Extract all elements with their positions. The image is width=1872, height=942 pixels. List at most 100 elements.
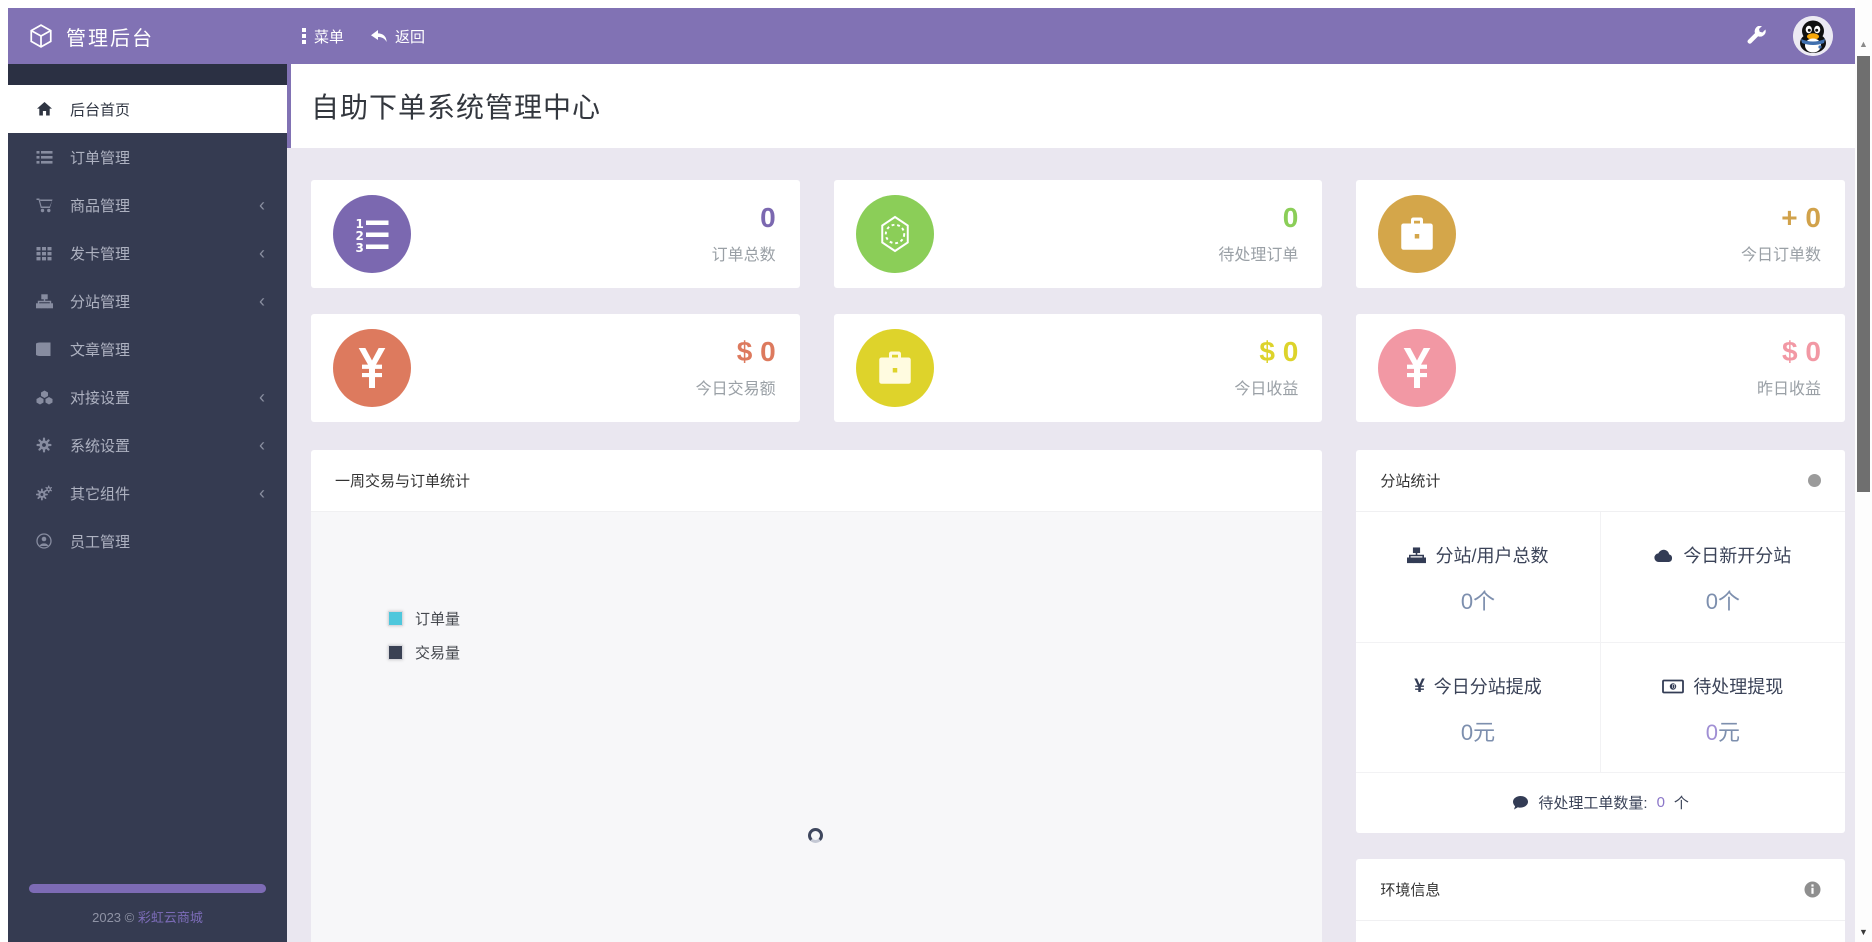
user-avatar[interactable] — [1793, 16, 1833, 56]
menu-button[interactable]: 菜单 — [301, 26, 344, 47]
sidebar-item-label: 订单管理 — [70, 149, 131, 167]
stat-value: 0 — [760, 201, 776, 233]
legend-item-orders[interactable]: 订单量 — [388, 608, 460, 629]
pending-tickets-unit: 个 — [1673, 795, 1689, 812]
sidebar-item-substations[interactable]: 分站管理 ‹ — [8, 277, 287, 325]
chevron-left-icon: ‹ — [259, 243, 265, 263]
sidebar-item-orders[interactable]: 订单管理 — [8, 133, 287, 181]
stat-card-today-volume: $ 0 今日交易额 — [311, 314, 800, 422]
gem-icon — [855, 195, 934, 273]
menu-button-label: 菜单 — [314, 28, 345, 46]
stat-label: 待处理订单 — [1218, 247, 1299, 265]
stat-value: $ 0 — [736, 335, 776, 367]
sidebar-item-label: 后台首页 — [70, 101, 131, 119]
copyright-year: 2023 © — [92, 910, 135, 925]
scroll-up-arrow[interactable]: ▲ — [1859, 39, 1868, 49]
sidebar-item-label: 文章管理 — [70, 341, 131, 359]
info-circle-icon — [1804, 881, 1821, 898]
sidebar-item-label: 对接设置 — [70, 389, 131, 407]
main-content: 自助下单系统管理中心 1 2 3 — [287, 64, 1855, 942]
yen-icon: ¥ — [1414, 675, 1425, 697]
branch-grid: 分站/用户总数 0个 — [1356, 512, 1845, 772]
yen-icon — [333, 329, 411, 407]
sidebar-item-products[interactable]: 商品管理 ‹ — [8, 181, 287, 229]
scrollbar-thumb[interactable] — [1857, 56, 1870, 492]
topbar: 管理后台 菜单 返回 — [8, 8, 1855, 64]
chevron-left-icon: ‹ — [259, 483, 265, 503]
pending-tickets-number[interactable]: 0 — [1656, 794, 1665, 811]
env-panel-header: 环境信息 — [1356, 859, 1845, 921]
back-arrow-icon — [370, 28, 388, 44]
sidebar-item-staff[interactable]: 员工管理 — [8, 517, 287, 565]
home-icon — [34, 101, 54, 117]
legend-swatch-orders — [388, 611, 403, 626]
branch-cell-number: 0 — [1460, 589, 1474, 614]
sidebar-item-label: 其它组件 — [70, 485, 131, 503]
branch-cell-pending-withdraw: 0 待处理提现 0元 — [1600, 642, 1845, 772]
branch-cell-number: 0 — [1705, 589, 1718, 614]
stat-card-total-orders: 1 2 3 0 订单总数 — [311, 180, 800, 288]
sidebar-item-label: 系统设置 — [70, 437, 131, 455]
sidebar-item-dashboard[interactable]: 后台首页 — [8, 85, 287, 133]
stat-label: 今日订单数 — [1740, 247, 1821, 265]
sidebar: 后台首页 订单管理 — [8, 64, 287, 942]
sidebar-item-cards[interactable]: 发卡管理 ‹ — [8, 229, 287, 277]
list-ol-icon: 1 2 3 — [333, 195, 411, 273]
page-title: 自助下单系统管理中心 — [311, 92, 602, 123]
legend-label: 订单量 — [415, 611, 461, 628]
right-column: 分站统计 — [1356, 450, 1845, 942]
sidebar-item-other-components[interactable]: 其它组件 ‹ — [8, 469, 287, 517]
grid-icon — [34, 246, 54, 261]
scrollbar[interactable]: ▲ ▼ — [1855, 0, 1872, 942]
branch-cell-new-today: 今日新开分站 0个 — [1601, 512, 1845, 642]
back-button[interactable]: 返回 — [370, 26, 425, 47]
legend-item-trades[interactable]: 交易量 — [388, 642, 460, 663]
sitemap-icon — [1407, 546, 1427, 564]
sidebar-item-label: 员工管理 — [70, 533, 131, 551]
cube-logo-icon — [28, 23, 66, 49]
status-dot-icon — [1807, 474, 1821, 487]
branch-cell-unit: 元 — [1717, 720, 1740, 745]
stat-value: + 0 — [1781, 201, 1821, 233]
sidebar-item-articles[interactable]: 文章管理 — [8, 325, 287, 373]
branch-cell-label: 待处理提现 — [1693, 677, 1784, 697]
svg-text:0: 0 — [1672, 683, 1676, 690]
brand-link[interactable]: 彩虹云商城 — [137, 910, 203, 925]
stat-card-today-orders: + 0 今日订单数 — [1356, 180, 1845, 288]
brand[interactable]: 管理后台 — [8, 22, 287, 51]
cubes-icon — [34, 390, 54, 405]
sidebar-item-system-settings[interactable]: 系统设置 ‹ — [8, 421, 287, 469]
sidebar-top-strip — [8, 64, 287, 85]
stat-value: $ 0 — [1782, 335, 1821, 367]
pending-tickets-label: 待处理工单数量: — [1538, 795, 1648, 812]
legend-label: 交易量 — [415, 645, 461, 662]
branch-stats-panel: 分站统计 — [1356, 450, 1845, 833]
pending-tickets-row: 待处理工单数量: 0 个 — [1356, 772, 1845, 832]
ellipsis-v-icon — [301, 27, 307, 45]
branch-cell-label: 分站/用户总数 — [1435, 546, 1549, 566]
book-icon — [34, 342, 54, 357]
scroll-down-arrow[interactable]: ▼ — [1859, 927, 1868, 937]
briefcase-icon — [855, 329, 934, 407]
chevron-left-icon: ‹ — [259, 435, 265, 455]
stat-card-today-income: $ 0 今日收益 — [833, 314, 1323, 422]
stat-value: $ 0 — [1259, 335, 1299, 367]
environment-panel: 环境信息 — [1356, 859, 1845, 942]
branch-cell-unit: 个 — [1717, 589, 1740, 614]
stat-label: 今日交易额 — [695, 381, 776, 399]
stat-label: 今日收益 — [1234, 381, 1299, 399]
cogs-icon — [34, 485, 54, 501]
weekly-chart-panel: 一周交易与订单统计 订单量 交易量 — [311, 450, 1323, 942]
branch-cell-commission: ¥ 今日分站提成 0元 — [1356, 642, 1601, 772]
wrench-icon[interactable] — [1747, 26, 1767, 46]
user-circle-icon — [34, 533, 54, 549]
env-panel-title: 环境信息 — [1380, 882, 1441, 899]
cloud-icon — [1654, 548, 1674, 563]
stat-cards: 1 2 3 0 订单总数 — [311, 180, 1845, 422]
sidebar-item-integration[interactable]: 对接设置 ‹ — [8, 373, 287, 421]
app-title: 管理后台 — [66, 27, 154, 50]
chart-area: 订单量 交易量 — [311, 512, 1323, 942]
banknote-icon: 0 — [1662, 679, 1685, 694]
sidebar-progress-bar — [29, 884, 266, 893]
